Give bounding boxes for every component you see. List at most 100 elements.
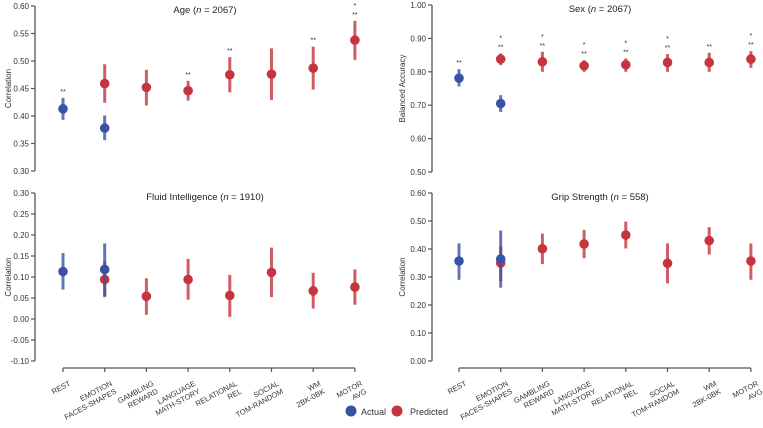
predicted-point: [579, 239, 589, 249]
predicted-point: [183, 274, 193, 285]
y-tick-label: 0.20: [410, 301, 426, 310]
x-tick-label: LANGUAGEMATH-STORY: [150, 379, 202, 418]
y-tick-label: 0.50: [13, 57, 29, 66]
x-tick-label: SOCIALTOM-RANDOM: [626, 379, 681, 419]
y-tick-label: 0.45: [13, 85, 29, 94]
x-tick-label-line: REST: [446, 379, 468, 397]
x-tick-label: MOTORAVG: [335, 379, 368, 408]
x-tick-label: MOTORAVG: [731, 379, 763, 408]
title-text: Fluid Intelligence (: [146, 192, 224, 203]
title-text: Grip Strength (: [551, 192, 614, 203]
legend-predicted-label: Predicted: [410, 407, 448, 417]
x-tick-label: REST: [446, 379, 468, 397]
predicted-point: [350, 35, 360, 45]
predicted-point: [350, 282, 360, 292]
x-tick-label: REST: [50, 379, 72, 397]
significance-marker: **: [581, 51, 587, 58]
x-tick-label: LANGUAGEMATH-STORY: [546, 379, 598, 418]
y-tick-label: 1.00: [410, 1, 426, 10]
actual-point: [495, 98, 506, 109]
predicted-point: [308, 63, 319, 73]
legend: Actual Predicted: [345, 405, 448, 417]
predicted-point: [495, 54, 506, 64]
y-axis-label: Correlation: [4, 69, 13, 108]
y-axis-label: Balanced Accuracy: [398, 54, 407, 122]
predicted-point: [704, 235, 714, 246]
x-tick-label: WM2BK-0BK: [291, 379, 327, 409]
y-tick-label: 0.90: [410, 34, 426, 43]
significance-marker: **: [456, 60, 462, 67]
y-tick-label: 0.35: [13, 140, 29, 149]
predicted-point: [183, 85, 193, 96]
x-tick-label: GAMBLINGREWARD: [512, 379, 556, 414]
title-text: Sex (: [569, 4, 592, 15]
panel-title: Age (n = 2067): [173, 5, 236, 16]
y-tick-label: 0.30: [13, 189, 29, 198]
significance-marker: **: [310, 38, 316, 45]
significance-marker: *: [624, 40, 627, 47]
title-n: n: [223, 192, 228, 203]
actual-point: [99, 123, 110, 133]
x-tick-label: SOCIALTOM-RANDOM: [230, 379, 285, 419]
y-tick-label: 0.40: [410, 245, 426, 254]
x-tick-label-line: REST: [50, 379, 72, 397]
y-axis-label: Correlation: [4, 257, 13, 296]
panel-title: Sex (n = 2067): [569, 4, 632, 15]
y-tick-label: 0.80: [410, 68, 426, 77]
y-tick-label: -0.10: [11, 357, 30, 366]
x-tick-label: GAMBLINGREWARD: [116, 379, 160, 414]
title-text: = 2067): [596, 4, 631, 15]
legend-actual-marker: [345, 405, 357, 417]
significance-marker: **: [227, 48, 233, 55]
predicted-point: [662, 57, 673, 68]
y-tick-label: 0.55: [13, 30, 29, 39]
title-n: n: [196, 5, 201, 16]
predicted-point: [537, 243, 548, 254]
significance-marker: **: [748, 42, 754, 49]
predicted-point: [225, 290, 235, 301]
predicted-point: [308, 286, 319, 296]
predicted-point: [621, 59, 631, 70]
predicted-point: [621, 230, 631, 240]
predicted-point: [141, 291, 152, 302]
y-tick-label: 0.60: [13, 2, 29, 11]
panel-3: -0.10 -0.05 0.00 0.05 0.10 0.15 0.20 0.25 0.30 Co…: [4, 189, 368, 422]
significance-marker: **: [706, 44, 712, 51]
y-tick-label: 0.50: [410, 168, 426, 177]
y-tick-label: 0.40: [13, 112, 29, 121]
title-n: n: [591, 4, 596, 15]
predicted-point: [704, 57, 714, 68]
title-text: = 558): [619, 192, 649, 203]
predicted-point: [225, 69, 235, 80]
predicted-point: [99, 78, 110, 89]
actual-point: [454, 256, 464, 266]
actual-point: [58, 104, 68, 114]
y-tick-label: 0.60: [410, 189, 426, 198]
y-tick-label: 0.30: [13, 167, 29, 176]
y-tick-label: 0.25: [13, 210, 29, 219]
significance-marker: **: [60, 89, 66, 96]
predicted-point: [662, 258, 673, 269]
predicted-point: [746, 54, 756, 64]
predicted-point: [746, 256, 756, 266]
y-tick-label: 0.15: [13, 252, 29, 261]
y-tick-label: 0.00: [410, 357, 426, 366]
y-tick-label: 0.05: [13, 294, 29, 303]
panel-4: 0.00 0.10 0.20 0.30 0.40 0.50 0.60 Correlation G…: [398, 189, 763, 422]
significance-marker: **: [623, 49, 629, 56]
y-tick-label: 0.30: [410, 273, 426, 282]
significance-marker: *: [541, 34, 544, 41]
actual-point: [58, 266, 68, 277]
panel-title: Grip Strength (n = 558): [551, 192, 648, 203]
predicted-point: [537, 56, 548, 67]
significance-marker: **: [352, 12, 358, 19]
significance-marker: *: [354, 3, 357, 10]
title-text: = 1910): [229, 192, 264, 203]
significance-marker: *: [666, 36, 669, 43]
y-tick-label: 0.60: [410, 135, 426, 144]
actual-point: [99, 264, 110, 275]
y-tick-label: 0.20: [13, 231, 29, 240]
significance-marker: **: [665, 45, 671, 52]
significance-marker: *: [750, 33, 753, 40]
